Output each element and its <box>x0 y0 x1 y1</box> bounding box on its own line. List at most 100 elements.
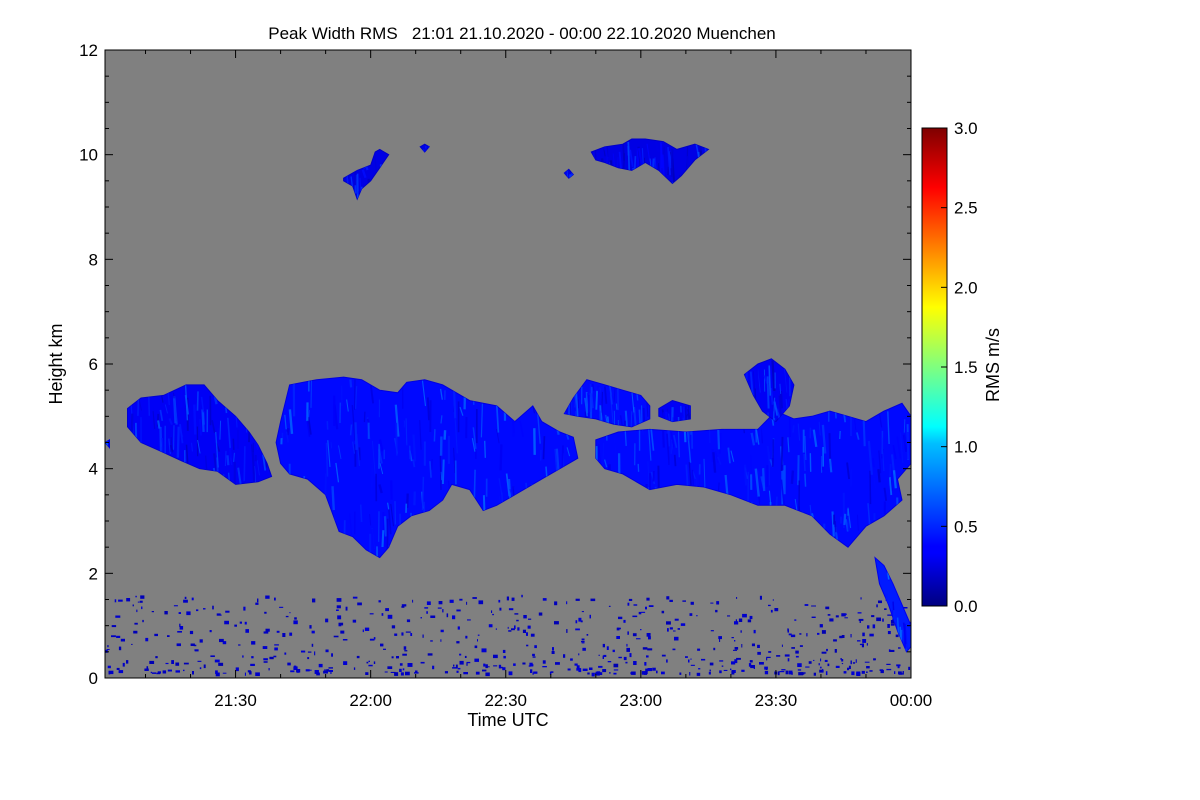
noise-echo <box>243 606 246 611</box>
noise-echo <box>612 649 615 653</box>
noise-echo <box>362 629 364 633</box>
noise-echo <box>251 641 256 645</box>
noise-echo <box>106 649 110 651</box>
noise-echo <box>239 621 242 624</box>
noise-echo <box>466 601 468 605</box>
noise-echo <box>293 620 298 625</box>
noise-echo <box>108 672 111 675</box>
noise-echo <box>420 617 422 619</box>
noise-echo <box>508 630 512 632</box>
noise-echo <box>522 662 526 665</box>
noise-echo <box>197 660 202 662</box>
noise-echo <box>751 643 755 647</box>
noise-echo <box>495 628 497 630</box>
noise-echo <box>777 671 780 676</box>
colorbar-tick-label: 0.0 <box>954 597 978 616</box>
noise-echo <box>403 646 407 650</box>
noise-echo <box>734 621 739 625</box>
noise-echo <box>873 659 875 661</box>
noise-echo <box>420 661 425 664</box>
noise-echo <box>581 638 585 641</box>
noise-echo <box>772 599 774 601</box>
noise-echo <box>817 632 820 635</box>
noise-echo <box>381 613 384 616</box>
noise-echo <box>718 636 722 640</box>
noise-echo <box>680 623 686 626</box>
noise-echo <box>116 667 120 670</box>
y-axis: 0 2 4 6 8 10 12 <box>79 41 911 688</box>
noise-echo <box>274 647 278 651</box>
noise-echo <box>602 643 605 648</box>
noise-echo <box>811 616 816 618</box>
noise-echo <box>864 661 870 663</box>
noise-echo <box>183 599 188 603</box>
noise-echo <box>753 667 755 669</box>
noise-echo <box>142 619 144 623</box>
noise-echo <box>326 669 330 672</box>
noise-echo <box>788 633 792 636</box>
noise-echo <box>669 599 673 602</box>
noise-echo <box>608 605 611 607</box>
noise-echo <box>263 631 269 634</box>
noise-echo <box>898 647 901 649</box>
noise-echo <box>721 665 724 667</box>
noise-echo <box>549 671 552 675</box>
noise-echo <box>498 664 502 669</box>
noise-echo <box>467 619 471 621</box>
noise-echo <box>331 653 333 657</box>
noise-echo <box>440 629 444 633</box>
noise-echo <box>140 595 145 599</box>
y-tick-label: 0 <box>89 669 98 688</box>
noise-echo <box>330 671 332 674</box>
noise-echo <box>575 620 578 624</box>
noise-echo <box>391 656 394 659</box>
noise-echo <box>401 606 405 608</box>
noise-echo <box>770 609 773 613</box>
noise-echo <box>257 598 259 603</box>
noise-echo <box>733 649 737 651</box>
noise-echo <box>574 663 578 666</box>
noise-echo <box>297 669 300 673</box>
noise-echo <box>175 662 180 666</box>
noise-echo <box>859 619 861 623</box>
noise-echo <box>696 615 698 617</box>
noise-echo <box>570 658 573 661</box>
noise-echo <box>325 649 329 653</box>
noise-echo <box>526 632 528 636</box>
noise-echo <box>630 672 635 675</box>
noise-echo <box>146 666 149 670</box>
noise-echo <box>682 600 686 602</box>
noise-echo <box>488 624 493 628</box>
noise-echo <box>578 617 582 622</box>
noise-echo <box>528 618 532 620</box>
noise-echo <box>727 615 731 617</box>
noise-echo <box>523 615 527 619</box>
noise-echo <box>517 627 520 631</box>
noise-echo <box>578 653 580 656</box>
noise-echo <box>889 649 895 652</box>
noise-echo <box>118 646 122 651</box>
noise-echo <box>503 655 506 659</box>
x-axis-label: Time UTC <box>467 710 548 730</box>
noise-echo <box>157 671 161 674</box>
noise-echo <box>869 670 873 672</box>
noise-echo <box>860 597 862 600</box>
noise-echo <box>212 605 214 610</box>
noise-echo <box>427 653 433 656</box>
noise-echo <box>474 658 479 662</box>
noise-echo <box>456 609 461 612</box>
noise-echo <box>527 625 531 629</box>
noise-echo <box>424 607 429 609</box>
noise-echo <box>293 665 297 669</box>
noise-echo <box>264 611 267 614</box>
noise-echo <box>840 658 842 660</box>
noise-echo <box>502 667 506 671</box>
noise-echo <box>284 652 287 655</box>
noise-echo <box>719 670 722 674</box>
noise-echo <box>834 649 837 653</box>
noise-echo <box>563 654 566 658</box>
x-tick-label: 23:00 <box>620 691 663 710</box>
noise-echo <box>768 651 772 653</box>
noise-echo <box>857 612 862 614</box>
noise-echo <box>731 661 736 665</box>
